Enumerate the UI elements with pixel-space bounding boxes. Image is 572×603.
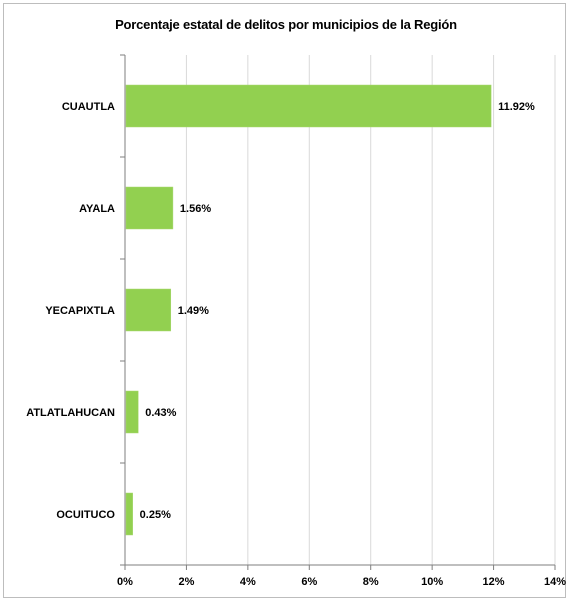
category-label: AYALA [79,203,115,215]
x-tick-label: 2% [178,576,194,588]
chart-title: Porcentaje estatal de delitos por munici… [115,17,457,32]
value-label: 1.56% [180,203,211,215]
category-label: ATLATLAHUCAN [26,407,115,419]
value-label: 0.25% [140,509,171,521]
gridlines [185,55,556,565]
bar [125,390,139,434]
bar [125,288,172,332]
value-label: 11.92% [498,101,535,113]
x-tick-label: 12% [483,576,505,588]
value-label: 1.49% [178,305,209,317]
bar [125,84,492,128]
bar [125,186,174,230]
category-label: OCUITUCO [56,509,115,521]
x-tick-label: 0% [117,576,133,588]
x-tick-label: 6% [301,576,317,588]
category-label: YECAPIXTLA [45,305,115,317]
bar [125,492,133,536]
value-label: 0.43% [145,407,176,419]
bars [125,84,492,536]
category-label: CUAUTLA [62,101,115,113]
x-tick-label: 4% [240,576,256,588]
axes [120,54,556,570]
x-tick-label: 10% [421,576,443,588]
x-tick-label: 14% [544,576,566,588]
labels: 0% 2% 4% 6% 8% 10% 12% 14% CUAUTLA 11.92% AYALA 1.5… [26,101,566,588]
x-tick-label: 8% [363,576,379,588]
